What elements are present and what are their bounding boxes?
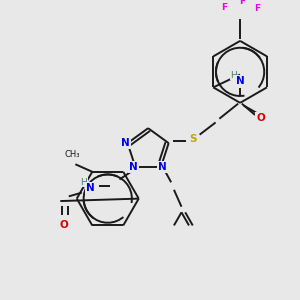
Text: N: N: [129, 162, 138, 172]
Text: F: F: [239, 0, 245, 6]
Text: O: O: [256, 113, 265, 123]
Text: N: N: [121, 138, 130, 148]
Text: N: N: [236, 76, 244, 86]
Text: O: O: [60, 220, 68, 230]
Text: N: N: [158, 162, 167, 172]
Text: S: S: [189, 134, 197, 144]
Text: F: F: [254, 4, 260, 14]
Text: F: F: [221, 3, 227, 12]
Text: N: N: [86, 183, 95, 193]
Text: H: H: [80, 178, 87, 187]
Text: H: H: [230, 71, 237, 80]
Text: CH₃: CH₃: [65, 150, 80, 159]
